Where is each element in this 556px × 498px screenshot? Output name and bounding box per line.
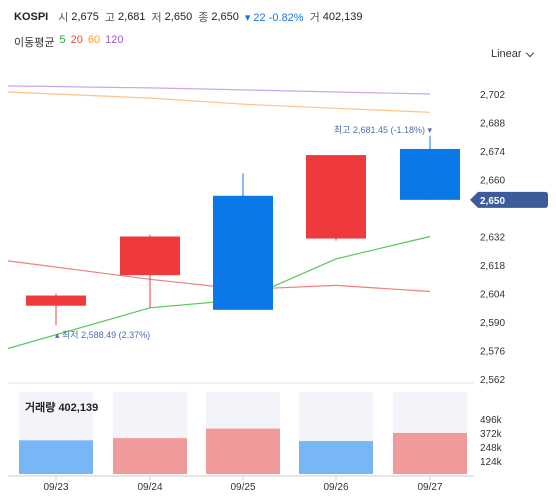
volume-tick-label: 248k xyxy=(480,443,503,454)
current-price-label: 2,650 xyxy=(480,196,505,207)
volume-tick-label: 124k xyxy=(480,457,503,468)
open-label: 시 xyxy=(58,12,69,24)
open-value: 2,675 xyxy=(71,11,99,23)
volume-bar xyxy=(19,440,93,474)
y-tick-label: 2,576 xyxy=(480,347,505,358)
scale-label: Linear xyxy=(491,48,522,60)
ma-120-label: 120 xyxy=(105,34,124,46)
ma-20-label: 20 xyxy=(70,34,83,46)
close-value: 2,650 xyxy=(211,11,239,23)
y-tick-label: 2,562 xyxy=(480,375,505,386)
y-tick-label: 2,688 xyxy=(480,119,505,130)
high-label: 고 xyxy=(104,12,116,24)
volume-value: 402,139 xyxy=(322,11,363,23)
candle-body xyxy=(400,148,460,200)
y-tick-label: 2,604 xyxy=(480,290,505,301)
candle-body xyxy=(26,295,86,306)
volume-panel-title: 거래량 xyxy=(25,402,56,414)
volume-tick-label: 372k xyxy=(480,429,503,440)
y-tick-label: 2,702 xyxy=(480,90,505,101)
moving-average-legend[interactable]: 이동평균 5 20 60 120 xyxy=(14,34,123,50)
x-tick-label: 09/25 xyxy=(230,482,255,493)
min-price-annotation: ▴ 최저 2,588.49 (2.37%) xyxy=(55,330,150,340)
x-tick-label: 09/26 xyxy=(323,482,348,493)
y-tick-label: 2,660 xyxy=(480,176,505,187)
candle-body xyxy=(120,236,180,276)
x-tick-label: 09/23 xyxy=(43,482,68,493)
volume-bar xyxy=(393,433,467,474)
ma-5-label: 5 xyxy=(59,34,66,46)
candle-body xyxy=(306,155,366,239)
y-tick-label: 2,590 xyxy=(480,318,505,329)
change-value: ▾ 22 -0.82% xyxy=(244,11,304,24)
volume-label: 거 xyxy=(309,12,320,24)
y-tick-label: 2,618 xyxy=(480,261,505,272)
low-value: 2,650 xyxy=(164,11,193,23)
symbol: KOSPI xyxy=(14,11,49,23)
y-tick-label: 2,674 xyxy=(480,147,505,158)
volume-bar xyxy=(206,428,280,474)
low-label: 저 xyxy=(151,12,162,24)
volume-panel-label: 거래량 402,139 xyxy=(25,399,98,415)
y-tick-label: 2,632 xyxy=(480,233,505,244)
volume-bar xyxy=(299,441,373,474)
moving-average-title: 이동평균 xyxy=(14,37,55,49)
max-price-annotation: 최고 2,681.45 (-1.18%) ▾ xyxy=(334,125,433,135)
ma-120-line xyxy=(7,85,431,95)
scale-dropdown[interactable]: Linear xyxy=(491,48,534,60)
volume-panel-value: 402,139 xyxy=(58,402,99,414)
x-tick-label: 09/27 xyxy=(417,482,442,493)
candle-body xyxy=(213,195,273,310)
close-label: 종 xyxy=(198,12,209,24)
x-tick-label: 09/24 xyxy=(137,482,162,493)
volume-bar xyxy=(113,438,187,474)
high-value: 2,681 xyxy=(118,11,146,23)
quote-header: KOSPI 시 2,675 고 2,681 저 2,650 종 2,650 ▾ … xyxy=(14,8,368,26)
volume-tick-label: 496k xyxy=(480,415,503,426)
current-price-tag xyxy=(470,191,548,208)
ma-60-line xyxy=(7,91,431,113)
ma-60-label: 60 xyxy=(87,34,101,46)
